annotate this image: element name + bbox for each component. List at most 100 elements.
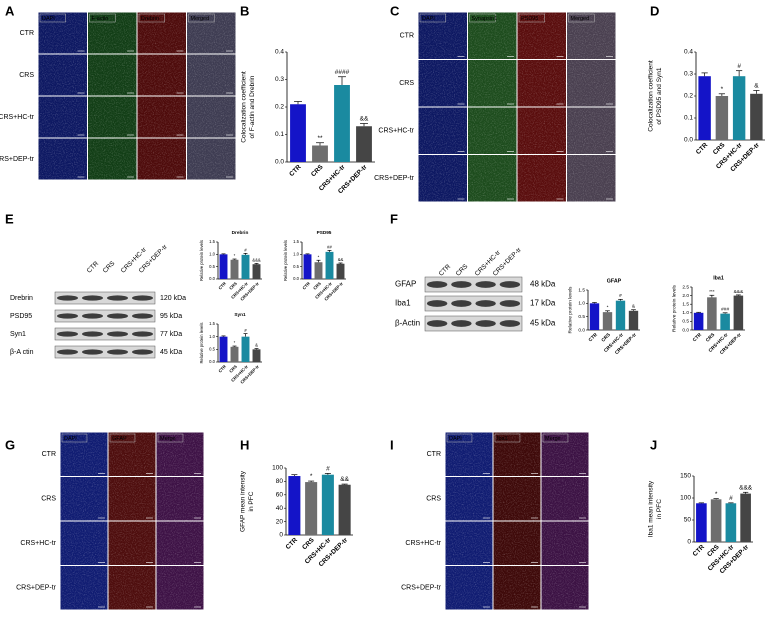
blot-band <box>426 281 448 288</box>
y-tick-label: 1.0 <box>682 310 689 316</box>
y-tick-label: 1.0 <box>209 251 215 256</box>
micrograph-grain <box>60 521 108 565</box>
row-label: CTR <box>42 451 56 458</box>
y-tick-label: 0.5 <box>209 264 215 269</box>
blot-band <box>475 281 496 288</box>
protein-label: β-A ctin <box>10 349 34 356</box>
x-tick-label: CTR <box>288 163 303 178</box>
y-axis-label: of F-actin and Drebrin <box>249 75 256 138</box>
channel-tag-box <box>39 13 66 23</box>
blot-band <box>81 331 104 337</box>
size-label: 45 kDa <box>160 349 182 356</box>
size-label: 77 kDa <box>160 331 182 338</box>
blot-band <box>81 349 104 355</box>
micrograph-grain <box>88 12 137 54</box>
blot-band <box>106 349 129 355</box>
y-tick-label: 0.5 <box>209 346 215 351</box>
x-tick-label: CRS <box>705 332 717 344</box>
panel-letter: C <box>390 3 400 18</box>
row-label: CRS+HC-tr <box>378 128 414 135</box>
protein-label: GFAP <box>395 280 416 289</box>
lane-label: CTR <box>438 263 453 278</box>
y-tick-label: 1.0 <box>293 251 299 256</box>
micrograph-grain <box>493 432 541 476</box>
blot-strip <box>54 345 156 359</box>
channel-tag-box <box>494 433 521 443</box>
blot-band <box>131 331 154 337</box>
protein-label: β-Actin <box>395 319 420 328</box>
bar <box>698 76 711 140</box>
y-tick-label: 0 <box>279 532 283 539</box>
significance: && <box>338 257 344 262</box>
micrograph-grain <box>418 155 467 202</box>
bar <box>356 126 372 162</box>
significance: # <box>244 248 247 253</box>
bar <box>230 346 239 362</box>
significance: # <box>619 293 622 299</box>
micrograph-grain <box>468 155 517 202</box>
y-axis-label: Colocalization coefficient <box>647 60 654 132</box>
blot-band <box>56 349 79 355</box>
protein-label: Iba1 <box>395 299 411 308</box>
size-label: 48 kDa <box>530 280 556 289</box>
micrograph-grain <box>493 521 541 565</box>
y-axis-label: in PFC <box>248 491 255 511</box>
micrograph-grain <box>541 566 589 610</box>
micrograph-grain <box>567 155 616 202</box>
channel-tag-box <box>157 433 184 443</box>
panel-letter: D <box>650 3 659 18</box>
y-axis-label: Relative protein levels <box>567 286 573 334</box>
channel-tag-box <box>61 433 88 443</box>
micrograph-grain <box>156 521 204 565</box>
blot-band <box>106 331 129 337</box>
significance: * <box>715 491 718 498</box>
blot-band <box>451 300 472 307</box>
micrograph-grain <box>541 477 589 521</box>
y-tick-label: 2.0 <box>682 293 689 299</box>
micrograph-grain <box>137 96 186 138</box>
row-label: CRS <box>399 80 414 87</box>
y-tick-label: 1.5 <box>209 321 215 326</box>
channel-tag-box <box>542 433 569 443</box>
significance: && <box>360 116 369 123</box>
blot-band <box>56 313 79 319</box>
micrograph-grain <box>88 96 137 138</box>
bar <box>288 476 301 535</box>
size-label: 17 kDa <box>530 299 556 308</box>
blot-strip <box>424 315 523 332</box>
y-tick-label: 0.3 <box>684 71 693 78</box>
bar <box>740 493 751 542</box>
channel-tag-box <box>188 13 215 23</box>
bar <box>290 104 306 162</box>
y-tick-label: 0.2 <box>275 104 284 111</box>
y-tick-label: 1.5 <box>578 287 585 293</box>
micrograph-grain <box>418 107 467 154</box>
micrograph-grain <box>60 477 108 521</box>
micrograph-grain <box>445 566 493 610</box>
bar <box>715 96 729 140</box>
bar <box>589 303 600 330</box>
micrograph-grain <box>468 107 517 154</box>
x-tick-label: CTR <box>692 332 704 344</box>
significance: * <box>234 340 236 345</box>
significance: && <box>340 476 349 483</box>
y-tick-label: 0.0 <box>209 276 215 281</box>
blot-band <box>56 295 79 301</box>
row-label: CRS+DEP-tr <box>0 156 35 163</box>
x-tick-label: CRS <box>310 163 325 178</box>
micrograph-grain <box>187 96 236 138</box>
y-tick-label: 50 <box>684 517 692 524</box>
micrograph-grain <box>517 107 566 154</box>
micrograph-grain <box>108 566 156 610</box>
significance: & <box>754 83 759 90</box>
bar <box>710 499 722 542</box>
blot-band <box>131 349 154 355</box>
blot-band <box>81 295 104 301</box>
y-tick-label: 0.1 <box>275 131 284 138</box>
y-tick-label: 0.0 <box>209 359 215 364</box>
size-label: 120 kDa <box>160 295 186 302</box>
panel-letter: G <box>5 437 15 452</box>
blot-band <box>426 300 448 307</box>
blot-band <box>106 313 129 319</box>
bar <box>338 484 351 535</box>
